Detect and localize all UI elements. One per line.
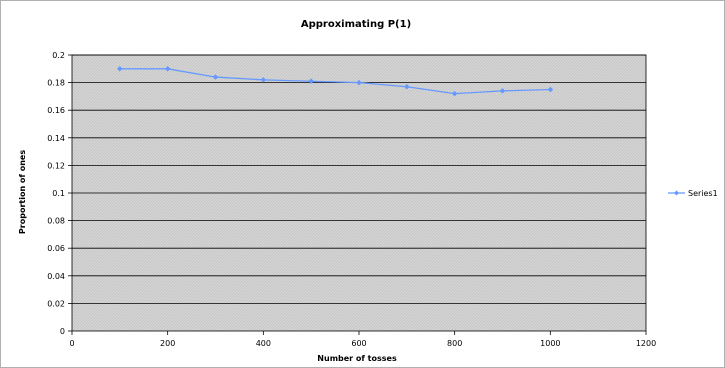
plot-area: 0 0.02 0.04 0.06 0.08 0.1 0.12 0.14 0.16 0.18 0.2 0… [47,51,656,348]
x-tick-label: 1000 [540,339,560,348]
y-tick-label: 0.12 [47,161,65,170]
data-point [212,74,219,80]
x-tick-label: 400 [256,339,271,348]
series-line [119,68,551,95]
x-tick-label: 0 [69,339,74,348]
x-tick-label: 1200 [636,339,656,348]
y-tick-label: 0.02 [47,299,65,308]
y-tick-label: 0.2 [52,51,65,60]
data-point [451,90,458,97]
legend-label: Series1 [688,189,718,198]
y-tick-label: 0.14 [47,134,65,143]
y-tick-label: 0.1 [52,189,65,198]
x-tick-label: 600 [351,339,366,348]
y-tick-label: 0.18 [47,79,65,88]
x-tick-label: 800 [447,339,462,348]
x-axis-title: Number of tosses [317,354,397,363]
y-tick-label: 0.08 [47,217,65,226]
y-tick-label: 0.06 [47,244,65,253]
x-tick-label: 200 [160,339,175,348]
data-point [499,88,506,94]
data-point [356,79,362,86]
data-point [403,83,410,90]
y-axis-title: Proportion of ones [18,150,27,234]
y-tick-label: 0.04 [47,272,65,281]
legend-marker [674,190,679,196]
y-tick-label: 0 [60,327,65,336]
data-point [116,65,123,72]
data-point [308,78,315,85]
data-point [164,65,171,72]
data-point [260,76,267,83]
y-tick-label: 0.16 [47,106,65,115]
chart-title: Approximating P(1) [301,19,411,30]
data-point [547,86,554,93]
legend: Series1 [668,189,718,198]
